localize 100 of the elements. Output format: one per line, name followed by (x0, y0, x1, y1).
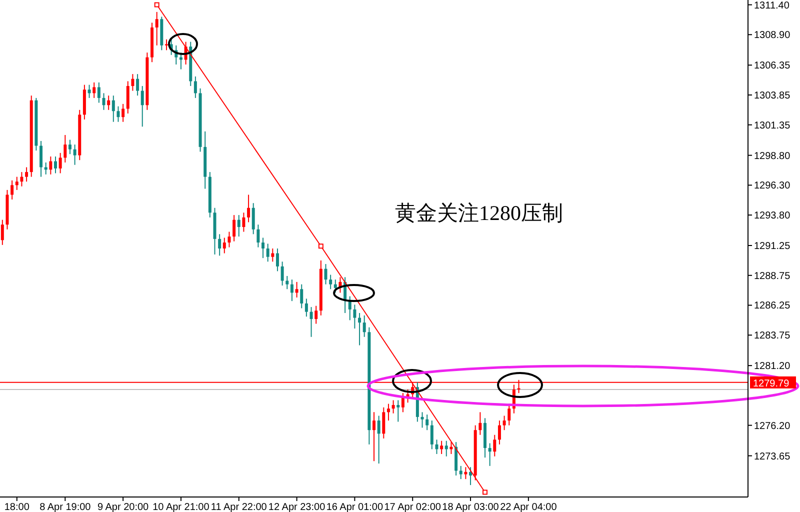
y-tick-label: 1283.75 (754, 330, 791, 342)
candlestick (377, 415, 380, 464)
candlestick (0, 219, 4, 246)
candlestick (420, 412, 424, 428)
candlestick (372, 412, 376, 462)
candlestick (262, 237, 264, 259)
candlestick (304, 298, 308, 318)
candlestick (194, 76, 197, 98)
y-tick-label: 1273.65 (754, 451, 791, 462)
candlestick (20, 172, 24, 187)
candlestick (508, 403, 511, 426)
y-tick-label: 1303.85 (754, 90, 791, 102)
point (482, 490, 488, 495)
candlestick (440, 440, 444, 454)
y-tick-label: 1308.90 (754, 30, 791, 42)
candlestick (222, 237, 226, 254)
candlestick (126, 80, 130, 114)
y-tick-label: 1286.25 (754, 300, 791, 312)
x-tick-label: 18:00 (4, 502, 30, 512)
candlestick (252, 202, 255, 235)
candlestick (102, 92, 106, 110)
candlestick (435, 439, 438, 454)
candlestick (444, 440, 448, 457)
candlestick (107, 95, 110, 110)
candlestick (40, 140, 43, 178)
candlestick (502, 415, 506, 431)
candlestick (136, 74, 140, 96)
x-tick-label: 12 Apr 23:00 (268, 502, 326, 512)
candlestick (218, 234, 222, 256)
candlestick (247, 194, 250, 223)
candlestick (242, 212, 246, 232)
x-tick-label: 10 Apr 21:00 (152, 502, 210, 512)
candlestick (64, 134, 67, 163)
ref-line-label: 1279.79 (753, 378, 790, 390)
y-tick-label: 1281.20 (754, 361, 791, 372)
candlestick (300, 284, 304, 309)
candlestick (280, 261, 284, 286)
candlestick (49, 156, 52, 175)
candlestick (295, 281, 298, 298)
candlestick (237, 214, 240, 238)
x-tick-label: 9 Apr 20:00 (97, 502, 150, 512)
candlestick (358, 312, 362, 346)
candlestick (401, 392, 404, 413)
candlestick (266, 243, 270, 262)
candlestick (276, 248, 279, 272)
candlestick (232, 214, 236, 242)
candlestick (97, 82, 100, 104)
y-tick-label: 1276.20 (754, 420, 791, 432)
candlestick (386, 403, 390, 422)
candlestick (25, 166, 28, 182)
candlestick (430, 420, 434, 450)
candlestick (382, 406, 386, 439)
candlestick (396, 400, 400, 422)
candlestick (426, 414, 429, 431)
candlestick (54, 156, 57, 174)
y-tick-label: 1293.80 (754, 210, 791, 222)
x-tick-label: 8 Apr 19:00 (40, 502, 92, 512)
candlestick (392, 400, 395, 414)
candlestick (454, 442, 458, 476)
candlestick (498, 420, 501, 445)
candlestick (112, 95, 115, 122)
candlestick (329, 274, 332, 290)
candlestick (155, 11, 158, 46)
y-tick-label: 1291.25 (754, 241, 791, 252)
candlestick (164, 38, 168, 51)
y-tick-label: 1306.35 (754, 60, 791, 72)
candlestick (290, 279, 294, 302)
candlestick (362, 314, 366, 338)
candlestick (271, 248, 274, 262)
candlestick (348, 296, 352, 321)
candlestick (353, 304, 356, 330)
point (154, 2, 160, 8)
candlestick (314, 305, 318, 324)
x-tick-label: 22 Apr 04:00 (500, 502, 558, 512)
x-tick-label: 11 Apr 22:00 (210, 502, 268, 512)
annotation: 黄金关注1280压制 (395, 201, 563, 225)
candlestick (464, 466, 468, 480)
x-tick-label: 17 Apr 02:00 (384, 502, 442, 512)
y-tick-label: 1311.40 (754, 0, 790, 12)
candlestick (15, 176, 18, 190)
point (318, 244, 324, 249)
candlestick (131, 74, 134, 92)
y-tick-label: 1301.35 (754, 120, 791, 132)
candlestick (92, 82, 96, 98)
candlestick (68, 139, 72, 155)
candlestick (324, 264, 328, 285)
candlestick (122, 103, 125, 122)
y-tick-label: 1296.30 (754, 180, 791, 192)
y-tick-label: 1298.80 (754, 150, 791, 162)
candlestick (73, 144, 76, 166)
candlestick (310, 306, 313, 338)
candlestick (58, 152, 62, 174)
x-tick-label: 18 Apr 03:00 (442, 502, 500, 512)
candlestick (88, 84, 91, 98)
candlestick (493, 434, 496, 457)
candlestick (228, 231, 231, 248)
y-tick-label: 1288.75 (754, 270, 791, 282)
x-tick-label: 16 Apr 01:00 (326, 502, 384, 512)
candlestick (334, 279, 337, 294)
candlestick (256, 224, 260, 248)
